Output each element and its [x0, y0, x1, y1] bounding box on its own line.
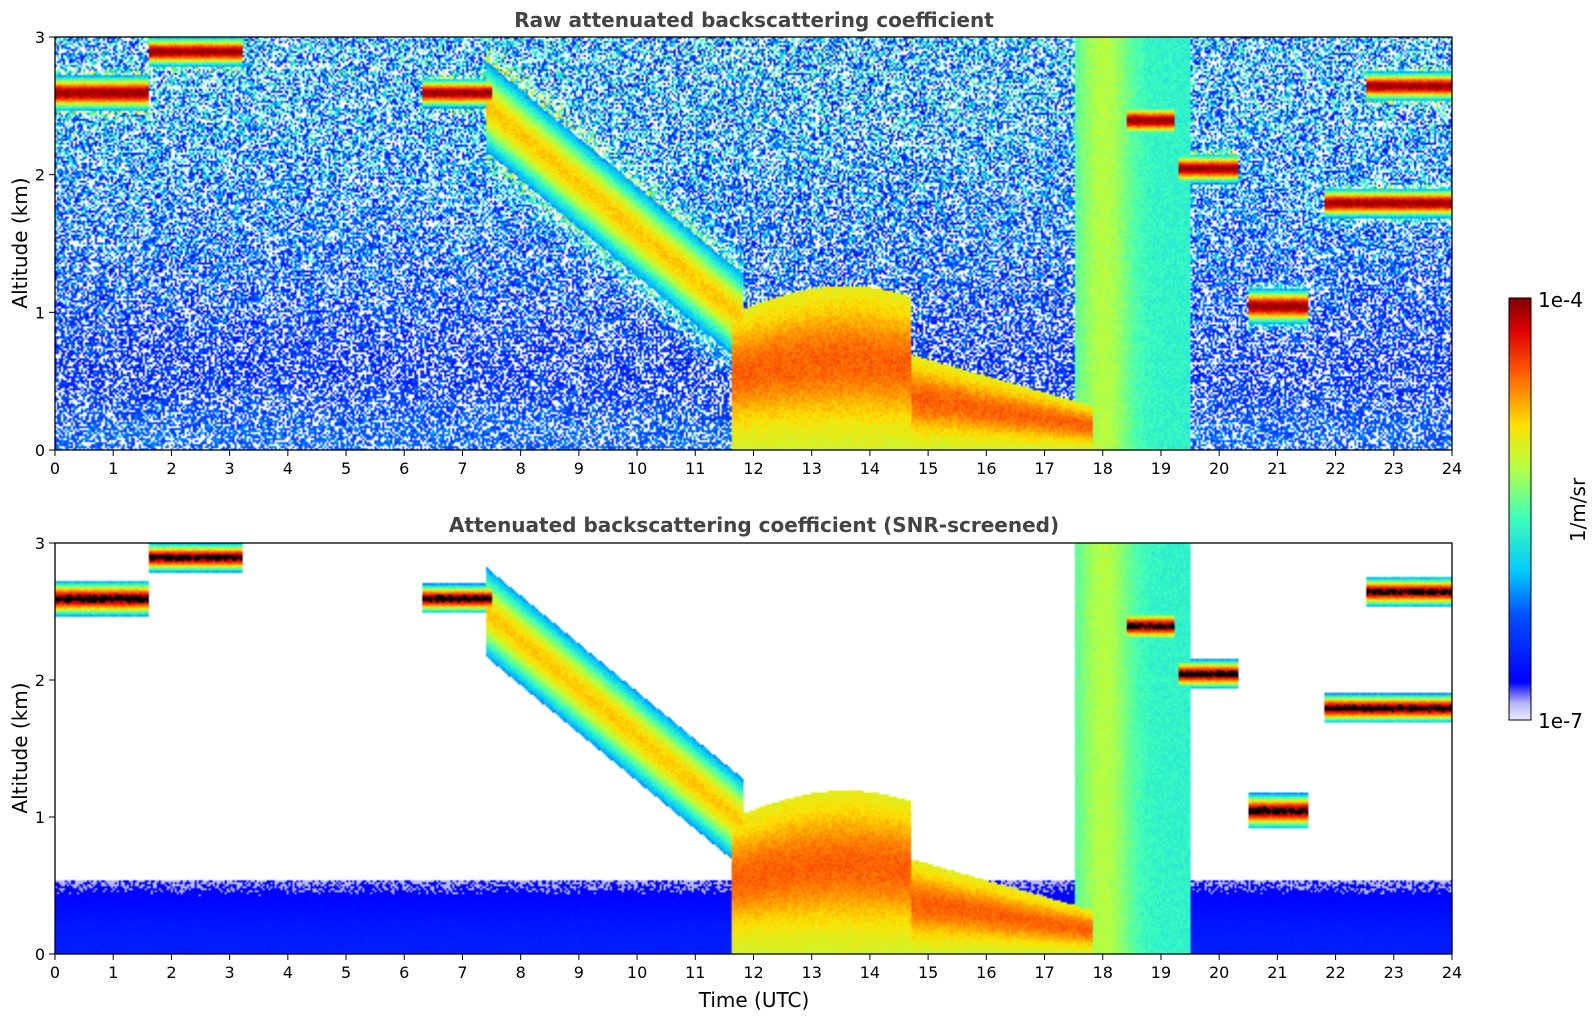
y-tick-label: 2 — [35, 671, 45, 690]
x-tick-label: 16 — [976, 963, 996, 982]
colorbar-gradient — [1508, 297, 1532, 721]
x-tick-label: 5 — [341, 459, 351, 478]
x-tick-label: 17 — [1034, 459, 1054, 478]
y-tick-label: 1 — [35, 808, 45, 827]
panel-raw-ylabel: Altitude (km) — [8, 177, 32, 308]
x-tick-label: 9 — [574, 963, 584, 982]
x-tick-label: 1 — [108, 459, 118, 478]
panel-raw: Raw attenuated backscattering coefficien… — [8, 8, 1462, 478]
x-tick-label: 24 — [1442, 459, 1462, 478]
x-tick-label: 11 — [685, 963, 705, 982]
x-tick-label: 14 — [860, 963, 880, 982]
colorbar-units-label: 1/m/sr — [1566, 477, 1590, 542]
y-tick-label: 0 — [35, 441, 45, 460]
x-tick-label: 16 — [976, 459, 996, 478]
panel-raw-y-ticks: 0 1 2 3 — [35, 28, 55, 460]
x-tick-label: 8 — [516, 963, 526, 982]
y-tick-label: 2 — [35, 166, 45, 185]
x-tick-label: 12 — [743, 963, 763, 982]
x-tick-label: 0 — [50, 963, 60, 982]
x-tick-label: 13 — [802, 963, 822, 982]
x-tick-label: 23 — [1384, 459, 1404, 478]
x-tick-label: 10 — [627, 963, 647, 982]
x-tick-label: 21 — [1267, 963, 1287, 982]
panel-screened-heatmap — [55, 543, 1452, 954]
y-tick-label: 3 — [35, 534, 45, 553]
x-tick-label: 6 — [399, 459, 409, 478]
panel-raw-title: Raw attenuated backscattering coefficien… — [514, 8, 994, 32]
x-tick-label: 4 — [283, 459, 293, 478]
x-tick-label: 6 — [399, 963, 409, 982]
panel-screened-xlabel: Time (UTC) — [698, 988, 810, 1012]
y-tick-label: 3 — [35, 28, 45, 47]
x-tick-label: 20 — [1209, 963, 1229, 982]
x-tick-label: 9 — [574, 459, 584, 478]
x-tick-label: 19 — [1151, 459, 1171, 478]
x-tick-label: 15 — [918, 963, 938, 982]
x-tick-label: 18 — [1093, 459, 1113, 478]
x-tick-label: 15 — [918, 459, 938, 478]
panel-screened-ylabel: Altitude (km) — [8, 682, 32, 813]
x-tick-label: 21 — [1267, 459, 1287, 478]
x-tick-label: 13 — [802, 459, 822, 478]
panel-screened-title: Attenuated backscattering coefficient (S… — [449, 513, 1059, 537]
x-tick-label: 4 — [283, 963, 293, 982]
x-tick-label: 18 — [1093, 963, 1113, 982]
panel-screened-y-ticks: 0 1 2 3 — [35, 534, 55, 964]
x-tick-label: 20 — [1209, 459, 1229, 478]
x-tick-label: 3 — [225, 963, 235, 982]
x-tick-label: 24 — [1442, 963, 1462, 982]
colorbar: 1e-4 1e-7 1/m/sr — [1508, 288, 1590, 733]
x-tick-label: 0 — [50, 459, 60, 478]
x-tick-label: 17 — [1034, 963, 1054, 982]
colorbar-max-label: 1e-4 — [1538, 288, 1583, 312]
y-tick-label: 1 — [35, 303, 45, 322]
x-tick-label: 7 — [457, 459, 467, 478]
colorbar-min-label: 1e-7 — [1538, 709, 1583, 733]
x-tick-label: 2 — [166, 459, 176, 478]
panel-raw-heatmap — [55, 37, 1452, 450]
x-tick-label: 22 — [1325, 963, 1345, 982]
x-tick-label: 19 — [1151, 963, 1171, 982]
x-tick-label: 2 — [166, 963, 176, 982]
x-tick-label: 22 — [1325, 459, 1345, 478]
x-tick-label: 7 — [457, 963, 467, 982]
x-tick-label: 23 — [1384, 963, 1404, 982]
x-tick-label: 8 — [516, 459, 526, 478]
x-tick-label: 3 — [225, 459, 235, 478]
x-tick-label: 1 — [108, 963, 118, 982]
panel-screened-x-ticks: 0 1 2 3 4 5 6 7 8 9 10 11 12 13 14 15 16 17 18 19 20 21 22 23 24 — [50, 954, 1462, 982]
panel-screened: Attenuated backscattering coefficient (S… — [8, 513, 1462, 1012]
x-tick-label: 11 — [685, 459, 705, 478]
y-tick-label: 0 — [35, 945, 45, 964]
x-tick-label: 10 — [627, 459, 647, 478]
x-tick-label: 14 — [860, 459, 880, 478]
x-tick-label: 12 — [743, 459, 763, 478]
x-tick-label: 5 — [341, 963, 351, 982]
panel-raw-x-ticks: 0 1 2 3 4 5 6 7 8 9 10 11 12 13 14 15 16 17 18 19 20 21 22 23 24 — [50, 450, 1462, 478]
